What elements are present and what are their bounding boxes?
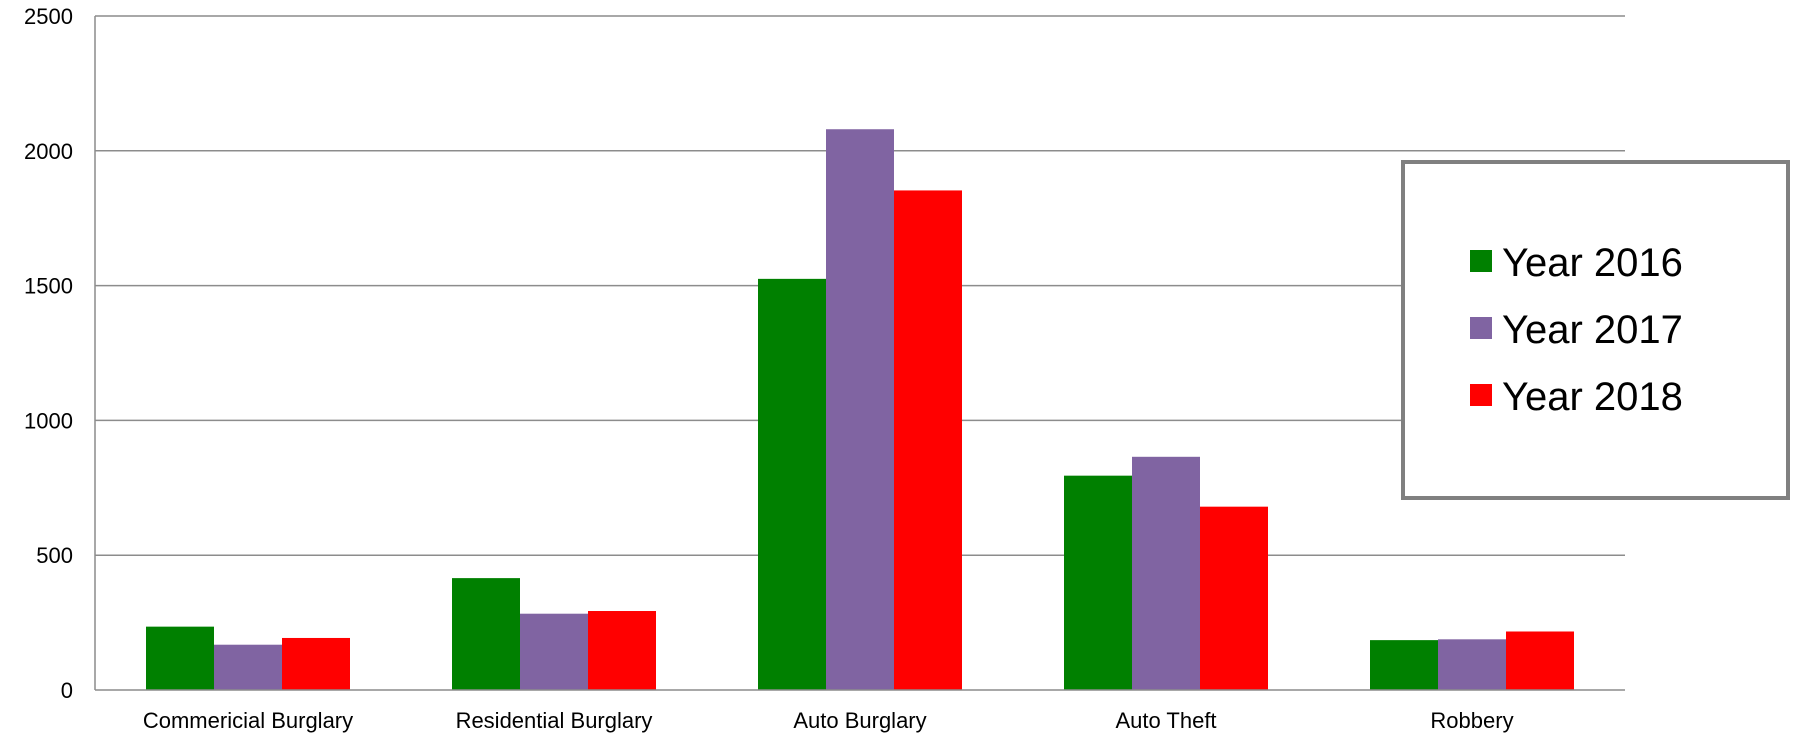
y-tick-label: 2000 xyxy=(24,139,73,164)
legend-label: Year 2017 xyxy=(1502,308,1683,352)
category-label: Residential Burglary xyxy=(456,708,653,733)
bar-1-4 xyxy=(1064,475,1132,690)
bar-1-1 xyxy=(146,626,214,690)
legend-box xyxy=(1401,160,1790,500)
legend-swatch xyxy=(1470,250,1492,272)
y-tick-label: 0 xyxy=(61,678,73,703)
legend-swatch xyxy=(1470,317,1492,339)
category-label: Auto Burglary xyxy=(793,708,926,733)
bar-2-5 xyxy=(1438,639,1506,690)
legend: Year 2016 Year 2017 Year 2018 xyxy=(1401,160,1790,500)
y-tick-label: 1000 xyxy=(24,408,73,433)
bar-1-5 xyxy=(1370,640,1438,690)
category-label: Auto Theft xyxy=(1115,708,1216,733)
bar-3-2 xyxy=(588,611,656,690)
bar-2-4 xyxy=(1132,456,1200,690)
category-label: Commericial Burglary xyxy=(143,708,353,733)
bar-2-2 xyxy=(520,613,588,690)
legend-label: Year 2016 xyxy=(1502,241,1683,285)
bar-1-2 xyxy=(452,578,520,690)
axes xyxy=(94,16,1625,691)
bar-1-3 xyxy=(758,278,826,690)
bar-2-1 xyxy=(214,644,282,690)
bar-3-3 xyxy=(894,190,962,690)
y-tick-label: 500 xyxy=(36,543,73,568)
category-labels: Commericial Burglary Residential Burglary… xyxy=(143,708,1514,733)
bar-3-5 xyxy=(1506,631,1574,690)
y-tick-labels: 0 500 1000 1500 2000 2500 xyxy=(24,4,73,703)
category-label: Robbery xyxy=(1430,708,1513,733)
bar-2-3 xyxy=(826,129,894,690)
legend-label: Year 2018 xyxy=(1502,375,1683,419)
bar-3-1 xyxy=(282,637,350,690)
bar-3-4 xyxy=(1200,506,1268,690)
y-tick-label: 1500 xyxy=(24,274,73,299)
bars xyxy=(146,129,1574,690)
legend-swatch xyxy=(1470,384,1492,406)
y-tick-label: 2500 xyxy=(24,4,73,29)
